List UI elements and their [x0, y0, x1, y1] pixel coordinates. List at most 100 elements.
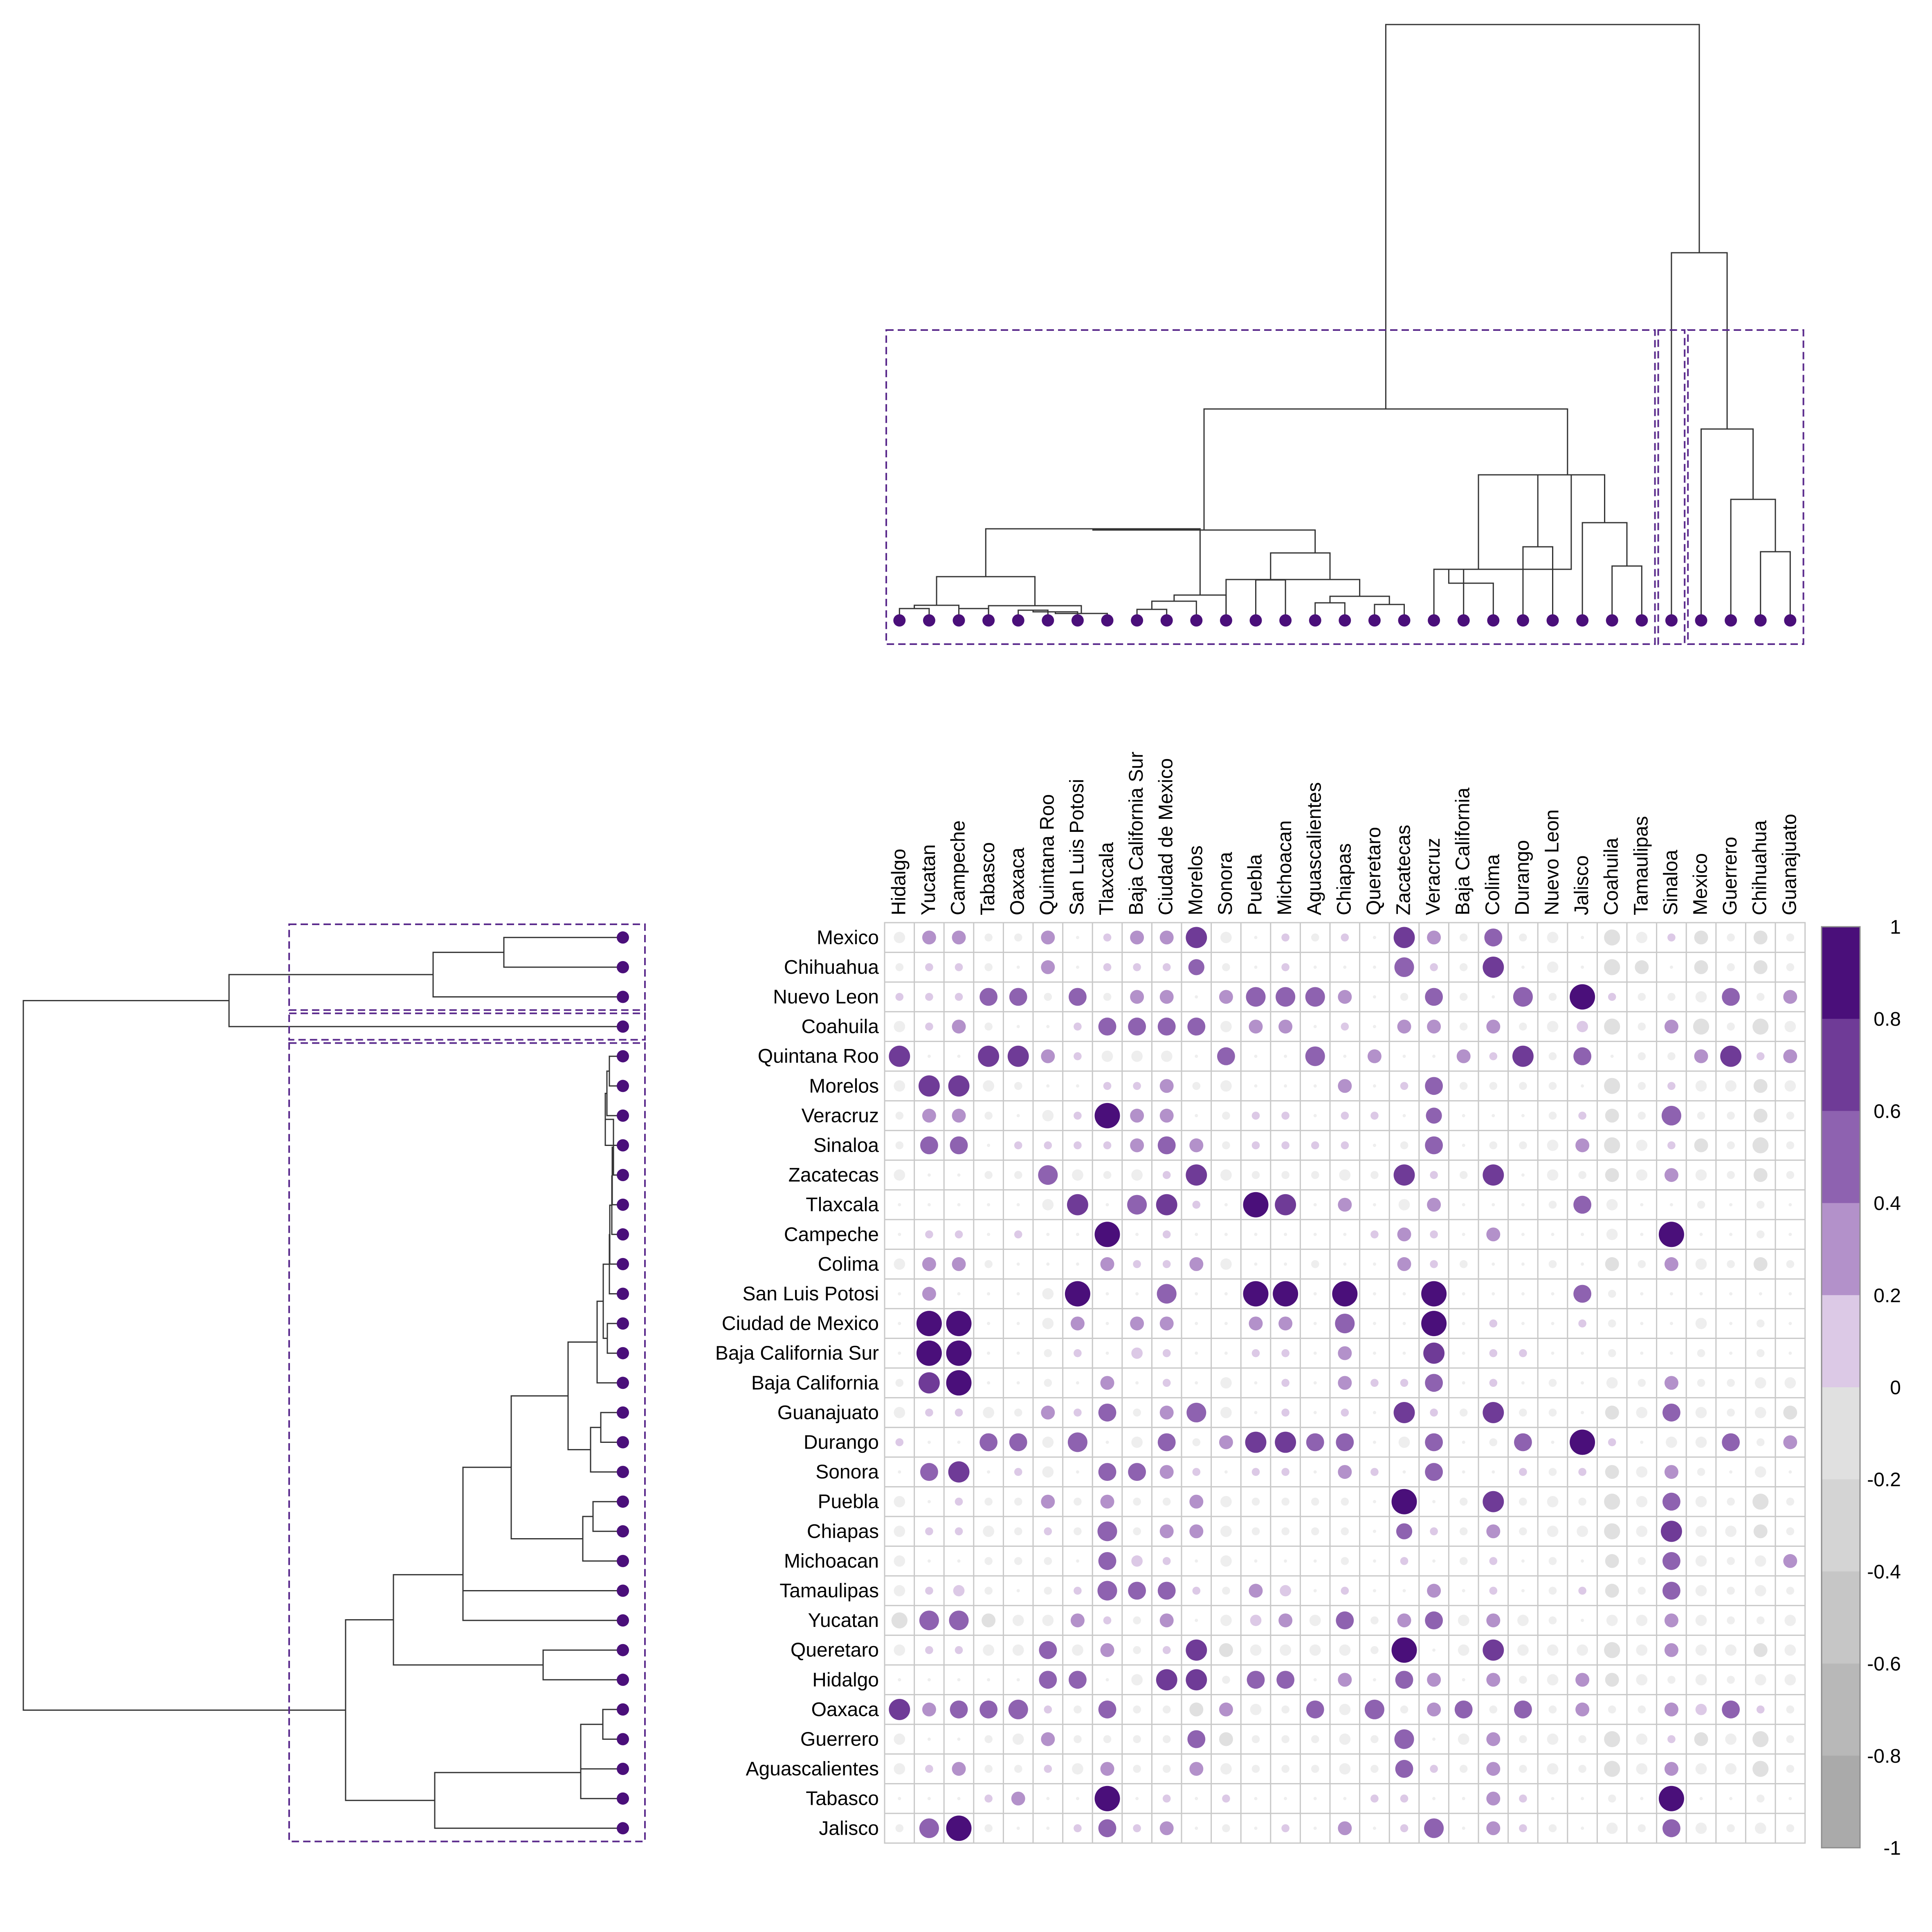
leaf-dot	[617, 1733, 629, 1746]
column-label: Tabasco	[977, 842, 999, 915]
leaf-dot	[1368, 614, 1381, 627]
bubble-coahuila-baja-california	[1459, 1022, 1468, 1031]
bubble-colima-tlaxcala	[1100, 1257, 1114, 1271]
bubble-tlaxcala-jalisco	[1573, 1195, 1592, 1214]
dendrogram-link	[1611, 565, 1642, 620]
leaf-dot	[923, 614, 935, 627]
bubble-veracruz-chiapas	[1341, 1112, 1349, 1120]
bubble-chiapas-chihuahua	[1753, 1524, 1768, 1539]
bubble-jalisco-guerrero	[1727, 1824, 1735, 1833]
bubble-jalisco-sinaloa	[1662, 1819, 1680, 1838]
bubble-quintana-roo-ciudad-de-mexico	[1161, 1050, 1173, 1062]
colorbar-segment	[1822, 1295, 1860, 1388]
bubble-mexico-mexico	[1694, 930, 1708, 945]
dendrogram-link	[1448, 569, 1494, 620]
bubble-nuevo-leon-aguascalientes	[1305, 987, 1325, 1007]
bubble-baja-california-michoacan	[1281, 1379, 1289, 1387]
bubble-jalisco-morelos	[1195, 1826, 1198, 1830]
bubble-morelos-oaxaca	[1014, 1082, 1022, 1090]
bubble-aguascalientes-sinaloa	[1664, 1762, 1678, 1776]
colorbar-segment	[1822, 1663, 1860, 1756]
bubble-zacatecas-puebla	[1251, 1171, 1260, 1179]
bubble-ciudad-de-mexico-guerrero	[1729, 1322, 1733, 1325]
bubble-hidalgo-baja-california-sur	[1131, 1674, 1143, 1686]
bubble-guerrero-chihuahua	[1752, 1731, 1769, 1748]
bubble-sonora-morelos	[1192, 1468, 1201, 1476]
bubble-ciudad-de-mexico-yucatan	[916, 1311, 942, 1337]
bubble-quintana-roo-puebla	[1254, 1054, 1258, 1058]
leaf-dot	[1516, 614, 1529, 627]
bubble-hidalgo-zacatecas	[1395, 1671, 1413, 1689]
bubble-guerrero-chiapas	[1339, 1733, 1351, 1745]
bubble-sinaloa-zacatecas	[1400, 1141, 1409, 1150]
bubble-veracruz-guanajuato	[1786, 1112, 1795, 1120]
colorbar-segment	[1822, 927, 1860, 1020]
bubble-san-luis-potosi-chihuahua	[1759, 1292, 1762, 1296]
bubble-baja-california-baja-california-sur	[1135, 1381, 1139, 1385]
bubble-guerrero-aguascalientes	[1311, 1735, 1319, 1743]
leaf-dot	[1249, 614, 1262, 627]
bubble-chiapas-chiapas	[1341, 1527, 1349, 1536]
bubble-coahuila-jalisco	[1577, 1021, 1588, 1032]
bubble-coahuila-coahuila	[1604, 1018, 1620, 1035]
leaf-dot	[617, 1139, 629, 1152]
bubble-morelos-puebla	[1254, 1084, 1258, 1088]
bubble-colima-chiapas	[1343, 1262, 1347, 1266]
bubble-morelos-hidalgo	[894, 1080, 905, 1092]
bubble-colima-zacatecas	[1397, 1257, 1411, 1271]
bubble-campeche-coahuila	[1606, 1229, 1618, 1240]
bubble-sonora-queretaro	[1370, 1468, 1379, 1476]
dendrogram-link	[1760, 551, 1791, 620]
bubble-campeche-baja-california-sur	[1135, 1233, 1139, 1236]
bubble-yucatan-baja-california	[1458, 1615, 1469, 1626]
bubble-tabasco-durango	[1519, 1794, 1527, 1803]
bubble-aguascalientes-veracruz	[1430, 1765, 1438, 1773]
bubble-ciudad-de-mexico-jalisco	[1578, 1319, 1586, 1328]
bubble-veracruz-baja-california	[1462, 1114, 1465, 1117]
bubble-yucatan-aguascalientes	[1309, 1615, 1321, 1626]
bubble-nuevo-leon-queretaro	[1373, 995, 1376, 999]
bubble-baja-california-sur-tabasco	[987, 1351, 991, 1355]
bubble-tabasco-colima	[1486, 1791, 1501, 1806]
bubble-puebla-morelos	[1189, 1494, 1204, 1509]
bubble-puebla-coahuila	[1604, 1494, 1620, 1510]
bubble-coahuila-chiapas	[1341, 1022, 1349, 1031]
row-label: Durango	[804, 1432, 879, 1453]
row-label: Ciudad de Mexico	[722, 1313, 879, 1334]
bubble-mexico-aguascalientes	[1311, 933, 1319, 942]
bubble-hidalgo-puebla	[1247, 1671, 1265, 1689]
bubble-michoacan-aguascalientes	[1313, 1559, 1317, 1563]
bubble-veracruz-tlaxcala	[1094, 1103, 1120, 1128]
bubble-morelos-tabasco	[983, 1080, 994, 1092]
bubble-quintana-roo-hidalgo	[889, 1045, 910, 1067]
bubble-tabasco-ciudad-de-mexico	[1162, 1794, 1171, 1803]
bubble-sinaloa-tabasco	[987, 1143, 991, 1147]
bubble-aguascalientes-nuevo-leon	[1547, 1763, 1559, 1775]
bubble-veracruz-veracruz	[1426, 1108, 1442, 1124]
bubble-nuevo-leon-guerrero	[1722, 988, 1740, 1006]
bubble-sonora-oaxaca	[1014, 1468, 1022, 1476]
column-label: Veracruz	[1422, 838, 1444, 915]
bubble-nuevo-leon-jalisco	[1570, 984, 1595, 1010]
bubble-guerrero-morelos	[1187, 1730, 1206, 1748]
bubble-mexico-sonora	[1220, 932, 1232, 944]
bubble-tabasco-jalisco	[1581, 1797, 1584, 1800]
bubble-baja-california-tabasco	[987, 1381, 991, 1385]
dendrogram-link	[1582, 522, 1628, 620]
bubble-yucatan-puebla	[1250, 1615, 1262, 1626]
bubble-jalisco-hidalgo	[895, 1824, 904, 1833]
dendrogram-link	[1730, 499, 1776, 620]
bubble-nuevo-leon-sonora	[1219, 990, 1233, 1004]
bubble-mexico-sinaloa	[1667, 933, 1676, 942]
bubble-sonora-zacatecas	[1402, 1470, 1406, 1474]
bubble-colima-oaxaca	[1016, 1262, 1020, 1266]
bubble-chiapas-nuevo-leon	[1547, 1525, 1559, 1537]
bubble-campeche-morelos	[1195, 1233, 1198, 1236]
bubble-chiapas-hidalgo	[894, 1525, 905, 1537]
bubble-quintana-roo-sinaloa	[1667, 1052, 1676, 1060]
bubble-ciudad-de-mexico-durango	[1521, 1322, 1525, 1325]
row-label: Colima	[818, 1254, 879, 1275]
colorbar-segment	[1822, 1571, 1860, 1664]
bubble-zacatecas-oaxaca	[1014, 1171, 1022, 1179]
